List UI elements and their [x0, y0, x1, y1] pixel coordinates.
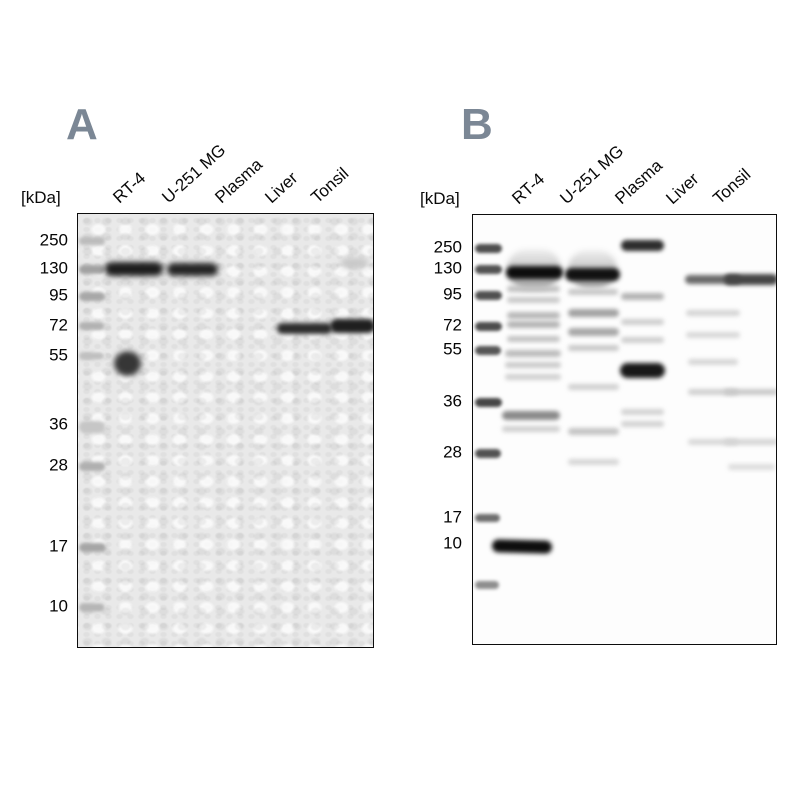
protein-band — [568, 384, 619, 390]
ladder-band — [79, 542, 106, 552]
ladder-band — [79, 461, 105, 471]
protein-band — [568, 345, 619, 351]
protein-band — [341, 258, 368, 268]
panel-a-kda-unit-label: [kDa] — [21, 188, 61, 207]
ladder-band — [475, 514, 500, 522]
protein-band — [507, 320, 560, 328]
lane-label-liver: Liver — [662, 169, 703, 208]
protein-band — [491, 538, 553, 554]
marker-label-72kda: 72 — [49, 315, 68, 335]
protein-band — [507, 336, 560, 342]
lane-label-tonsil: Tonsil — [307, 163, 353, 207]
protein-band — [688, 439, 738, 445]
protein-band — [688, 359, 738, 365]
protein-band — [507, 311, 560, 319]
protein-band — [686, 332, 740, 338]
marker-label-28kda: 28 — [49, 455, 68, 475]
protein-band — [105, 262, 163, 276]
protein-band — [568, 289, 618, 295]
protein-band — [330, 319, 373, 333]
protein-band — [568, 427, 619, 435]
marker-label-130kda: 130 — [39, 258, 68, 278]
ladder-band — [475, 581, 499, 589]
panel-b-blot-membrane — [472, 214, 777, 645]
ladder-band — [79, 322, 104, 330]
ladder-band — [79, 264, 105, 274]
ladder-band — [475, 397, 502, 407]
marker-label-28kda: 28 — [443, 442, 462, 462]
protein-band — [505, 349, 561, 357]
protein-band — [688, 389, 738, 395]
protein-band — [568, 459, 619, 465]
protein-band — [277, 322, 332, 334]
protein-band — [505, 362, 561, 368]
marker-label-10kda: 10 — [443, 533, 462, 553]
ladder-band — [475, 243, 502, 253]
ladder-band — [79, 421, 105, 433]
panel-b-label: B — [461, 100, 493, 149]
marker-label-95kda: 95 — [443, 284, 462, 304]
marker-label-130kda: 130 — [433, 258, 462, 278]
protein-band — [507, 297, 560, 303]
ladder-band — [475, 345, 501, 355]
marker-label-55kda: 55 — [49, 345, 68, 365]
protein-band — [621, 337, 664, 343]
marker-label-10kda: 10 — [49, 596, 68, 616]
protein-band — [724, 389, 776, 395]
protein-band — [621, 421, 664, 427]
marker-label-17kda: 17 — [49, 536, 68, 556]
marker-label-55kda: 55 — [443, 339, 462, 359]
protein-band — [728, 464, 775, 470]
ladder-band — [79, 291, 105, 301]
protein-band — [724, 439, 776, 445]
protein-band — [502, 410, 560, 420]
marker-label-72kda: 72 — [443, 315, 462, 335]
protein-band — [621, 292, 664, 300]
panel-a-blot-membrane — [77, 213, 374, 648]
ladder-band — [475, 448, 501, 458]
panel-b-kda-unit-label: [kDa] — [420, 189, 460, 208]
marker-label-36kda: 36 — [443, 391, 462, 411]
protein-band — [621, 319, 664, 325]
protein-band — [724, 273, 776, 285]
marker-label-36kda: 36 — [49, 414, 68, 434]
protein-band — [167, 262, 218, 276]
protein-band — [505, 374, 561, 380]
ladder-band — [475, 264, 502, 274]
protein-band — [568, 309, 619, 317]
protein-band — [685, 274, 741, 284]
lane-label-rt-4: RT-4 — [109, 168, 150, 207]
ladder-band — [475, 290, 502, 300]
lane-label-liver: Liver — [261, 168, 302, 207]
protein-band — [686, 310, 740, 316]
marker-label-250kda: 250 — [433, 237, 462, 257]
protein-band — [621, 239, 664, 251]
protein-band — [507, 286, 560, 292]
protein-band — [621, 409, 664, 415]
lane-label-plasma: Plasma — [611, 155, 667, 208]
protein-band — [506, 265, 563, 279]
ladder-band — [79, 602, 105, 612]
lane-label-rt-4: RT-4 — [508, 169, 549, 208]
ladder-band — [79, 237, 105, 245]
panel-a-label: A — [66, 100, 98, 149]
marker-label-95kda: 95 — [49, 285, 68, 305]
protein-band — [114, 350, 141, 376]
ladder-band — [475, 321, 502, 331]
protein-band — [620, 362, 665, 378]
protein-band — [568, 328, 619, 336]
ladder-band — [79, 352, 104, 360]
lane-label-tonsil: Tonsil — [709, 164, 755, 208]
lane-label-plasma: Plasma — [211, 154, 267, 207]
protein-band — [502, 426, 560, 432]
marker-label-250kda: 250 — [39, 230, 68, 250]
marker-label-17kda: 17 — [443, 507, 462, 527]
protein-band — [565, 267, 620, 281]
